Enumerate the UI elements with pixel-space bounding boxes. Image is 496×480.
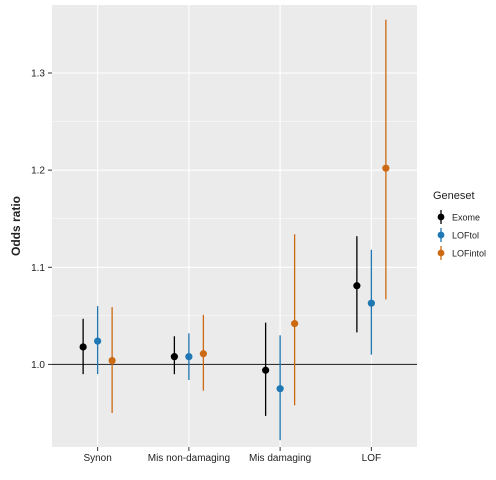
x-tick-label: Mis non-damaging bbox=[148, 453, 230, 464]
point-loftol bbox=[185, 353, 193, 361]
y-tick-label: 1.2 bbox=[31, 166, 45, 177]
point-loftol bbox=[276, 385, 284, 393]
point-loftol bbox=[94, 337, 102, 345]
legend-label-loftol: LOFtol bbox=[452, 231, 479, 241]
panel-background bbox=[52, 5, 417, 447]
legend: Geneset Exome LOFtol LOFintol bbox=[433, 190, 486, 260]
legend-label-lofintol: LOFintol bbox=[452, 249, 486, 259]
legend-key-loftol-point bbox=[437, 231, 445, 239]
point-exome bbox=[262, 366, 270, 374]
point-lofintol bbox=[108, 356, 116, 365]
point-lofintol bbox=[291, 320, 299, 328]
point-exome bbox=[353, 282, 361, 290]
legend-key-lofintol-point bbox=[437, 249, 445, 257]
point-lofintol bbox=[382, 164, 390, 172]
point-exome bbox=[79, 343, 87, 351]
y-tick-label: 1.0 bbox=[31, 360, 45, 371]
legend-label-exome: Exome bbox=[452, 213, 480, 223]
x-tick-label: Mis damaging bbox=[249, 453, 311, 464]
point-exome bbox=[170, 353, 178, 361]
point-ranges bbox=[79, 19, 390, 441]
x-tick-label: Synon bbox=[83, 453, 111, 464]
y-axis: 1.0 1.1 1.2 1.3 bbox=[31, 69, 52, 371]
y-tick-label: 1.1 bbox=[31, 263, 45, 274]
x-axis: Synon Mis non-damaging Mis damaging LOF bbox=[83, 447, 381, 464]
legend-title: Geneset bbox=[433, 190, 475, 202]
y-axis-label: Odds ratio bbox=[9, 196, 23, 256]
x-tick-label: LOF bbox=[362, 453, 381, 464]
point-loftol bbox=[367, 299, 375, 307]
point-lofintol bbox=[199, 350, 207, 358]
legend-key-exome-point bbox=[437, 213, 445, 221]
y-tick-label: 1.3 bbox=[31, 69, 45, 80]
